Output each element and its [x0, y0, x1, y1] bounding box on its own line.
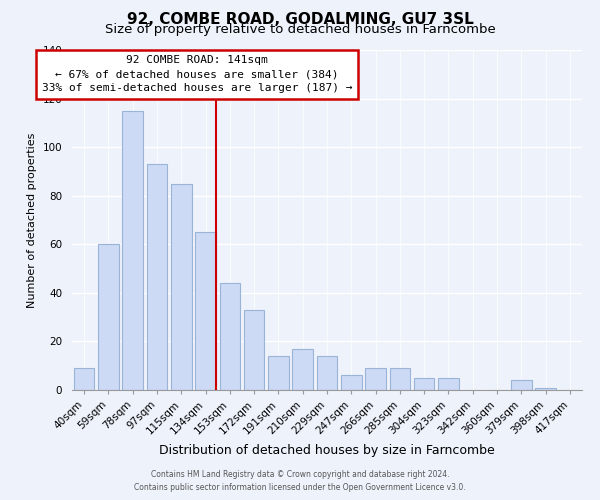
Bar [146, 164, 167, 390]
Bar [389, 368, 410, 390]
Text: Size of property relative to detached houses in Farncombe: Size of property relative to detached ho… [104, 22, 496, 36]
Bar [414, 378, 434, 390]
Bar [268, 356, 289, 390]
Bar [98, 244, 119, 390]
Bar [74, 368, 94, 390]
Text: Contains HM Land Registry data © Crown copyright and database right 2024.
Contai: Contains HM Land Registry data © Crown c… [134, 470, 466, 492]
Bar [195, 232, 216, 390]
Bar [341, 376, 362, 390]
X-axis label: Distribution of detached houses by size in Farncombe: Distribution of detached houses by size … [159, 444, 495, 457]
Bar [317, 356, 337, 390]
Bar [220, 283, 240, 390]
Text: 92, COMBE ROAD, GODALMING, GU7 3SL: 92, COMBE ROAD, GODALMING, GU7 3SL [127, 12, 473, 28]
Bar [171, 184, 191, 390]
Bar [122, 110, 143, 390]
Bar [365, 368, 386, 390]
Bar [438, 378, 459, 390]
Bar [244, 310, 265, 390]
Bar [292, 348, 313, 390]
Bar [511, 380, 532, 390]
Y-axis label: Number of detached properties: Number of detached properties [27, 132, 37, 308]
Bar [535, 388, 556, 390]
Text: 92 COMBE ROAD: 141sqm
← 67% of detached houses are smaller (384)
33% of semi-det: 92 COMBE ROAD: 141sqm ← 67% of detached … [41, 55, 352, 93]
